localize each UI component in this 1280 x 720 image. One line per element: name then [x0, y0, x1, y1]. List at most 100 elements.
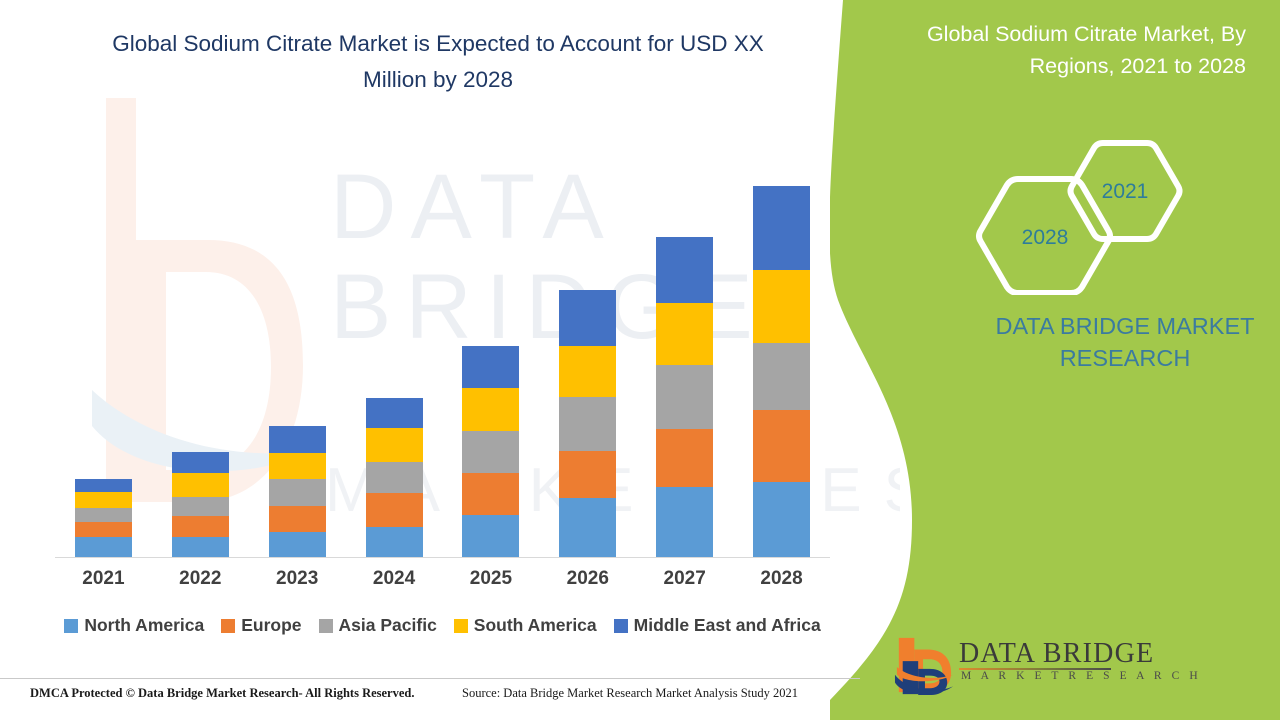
legend-item[interactable]: Asia Pacific	[318, 615, 437, 636]
legend-swatch-icon	[613, 618, 628, 633]
bar-column-2023[interactable]	[249, 120, 346, 557]
legend-label: Europe	[241, 615, 302, 635]
stacked-bar[interactable]	[656, 237, 714, 557]
x-axis-line	[55, 557, 830, 558]
bar-segment[interactable]	[753, 270, 811, 343]
db-mark-icon	[894, 637, 954, 696]
bar-segment[interactable]	[559, 346, 617, 397]
bar-segment[interactable]	[753, 343, 811, 410]
bar-segment[interactable]	[171, 473, 229, 497]
bar-segment[interactable]	[74, 537, 132, 557]
x-axis-label-2023: 2023	[276, 568, 319, 589]
bar-segment[interactable]	[656, 429, 714, 487]
bar-segment[interactable]	[656, 303, 714, 365]
bar-segment[interactable]	[171, 497, 229, 516]
bar-segment[interactable]	[753, 186, 811, 270]
bar-segment[interactable]	[74, 492, 132, 508]
stacked-bar[interactable]	[753, 186, 811, 557]
bar-segment[interactable]	[365, 462, 423, 493]
bar-segment[interactable]	[74, 479, 132, 492]
legend-swatch-icon	[64, 618, 79, 633]
stacked-bar[interactable]	[268, 426, 326, 557]
bar-segment[interactable]	[559, 397, 617, 451]
bar-segment[interactable]	[171, 516, 229, 537]
x-axis-label-2028: 2028	[760, 568, 803, 589]
bar-column-2028[interactable]	[733, 120, 830, 557]
bar-column-2027[interactable]	[636, 120, 733, 557]
bar-segment[interactable]	[462, 473, 520, 515]
legend-item[interactable]: Europe	[221, 615, 302, 636]
logo-tagline: M A R K E T R E S E A R C H	[961, 670, 1202, 682]
bar-segment[interactable]	[171, 537, 229, 557]
bar-segment[interactable]	[74, 522, 132, 537]
hexagon-2028: 2028	[976, 176, 1113, 295]
legend-item[interactable]: Middle East and Africa	[613, 615, 821, 636]
bar-segment[interactable]	[656, 365, 714, 429]
bar-segment[interactable]	[365, 527, 423, 557]
logo-wordmark: DATA BRIDGE	[959, 638, 1155, 669]
bar-segment[interactable]	[171, 452, 229, 473]
brand-name-text: DATA BRIDGE MARKET RESEARCH	[995, 313, 1255, 371]
bar-segment[interactable]	[74, 508, 132, 522]
legend-swatch-icon	[318, 618, 333, 633]
chart-plot-area	[55, 120, 830, 558]
x-axis-label-2022: 2022	[179, 568, 222, 589]
legend-label: South America	[473, 615, 597, 635]
bar-segment[interactable]	[268, 453, 326, 479]
chart-legend: North America Europe Asia Pacific South Ame…	[55, 615, 830, 636]
x-axis-label-2025: 2025	[469, 568, 513, 589]
stacked-bar[interactable]	[74, 479, 132, 557]
bar-column-2026[interactable]	[539, 120, 636, 557]
bar-segment[interactable]	[559, 290, 617, 346]
legend-swatch-icon	[221, 618, 236, 633]
data-bridge-logo: DATA BRIDGE M A R K E T R E S E A R C H	[893, 634, 1198, 700]
hexagon-group: 2021 2028	[976, 140, 1183, 295]
stacked-bar[interactable]	[171, 452, 229, 557]
page-title: Global Sodium Citrate Market is Expected…	[112, 31, 764, 92]
stacked-bar[interactable]	[462, 346, 520, 557]
logo-divider	[959, 668, 1111, 670]
bar-segment[interactable]	[753, 410, 811, 482]
bar-segment[interactable]	[462, 346, 520, 388]
bar-segment[interactable]	[365, 398, 423, 428]
x-axis-label-2024: 2024	[372, 568, 416, 589]
stacked-bar[interactable]	[365, 398, 423, 557]
legend-item[interactable]: South America	[453, 615, 597, 636]
bar-segment[interactable]	[559, 451, 617, 498]
x-axis-labels: 2021 2022 2023 2024 2025 2026 2027 2028	[55, 568, 830, 590]
bar-segment[interactable]	[268, 426, 326, 453]
bar-column-2024[interactable]	[346, 120, 443, 557]
x-axis-label-2026: 2026	[566, 568, 609, 589]
bar-column-2022[interactable]	[152, 120, 249, 557]
legend-item[interactable]: North America	[64, 615, 204, 636]
legend-label: Middle East and Africa	[633, 615, 821, 635]
footer-copyright: DMCA Protected © Data Bridge Market Rese…	[30, 686, 415, 700]
panel-title: Global Sodium Citrate Market, By Regions…	[926, 22, 1246, 78]
legend-label: North America	[84, 615, 205, 635]
bar-segment[interactable]	[656, 237, 714, 303]
x-axis-label-2027: 2027	[663, 568, 706, 589]
bar-column-2021[interactable]	[55, 120, 152, 557]
hexagon-2021-label: 2021	[1102, 180, 1149, 203]
legend-label: Asia Pacific	[338, 615, 437, 635]
bar-segment[interactable]	[268, 532, 326, 557]
footer-source: Source: Data Bridge Market Research Mark…	[462, 686, 799, 700]
legend-swatch-icon	[453, 618, 468, 633]
stacked-bar[interactable]	[559, 290, 617, 557]
bar-segment[interactable]	[268, 506, 326, 532]
hexagon-2021: 2021	[1067, 140, 1183, 242]
bar-segment[interactable]	[462, 431, 520, 473]
bar-segment[interactable]	[365, 493, 423, 527]
x-axis-label-2021: 2021	[82, 568, 125, 589]
bar-segment[interactable]	[753, 482, 811, 557]
bar-segment[interactable]	[559, 498, 617, 557]
bar-segment[interactable]	[365, 428, 423, 462]
bar-segment[interactable]	[462, 515, 520, 557]
footer-divider	[0, 678, 860, 679]
bar-segment[interactable]	[656, 487, 714, 557]
bar-group	[55, 120, 830, 557]
bar-segment[interactable]	[268, 479, 326, 506]
bar-segment[interactable]	[462, 388, 520, 431]
bar-column-2025[interactable]	[443, 120, 540, 557]
